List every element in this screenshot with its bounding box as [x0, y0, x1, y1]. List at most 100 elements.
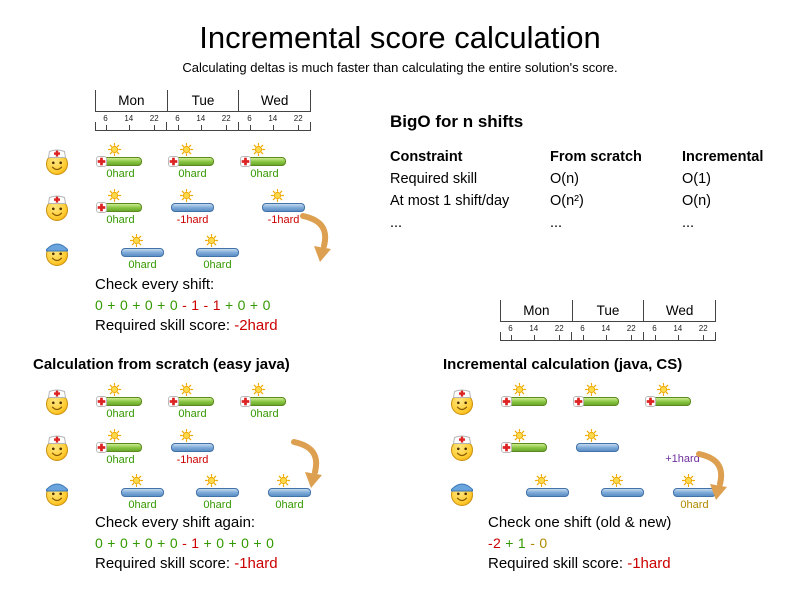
bigo-row0-incremental: O(1): [682, 171, 711, 187]
shift-bar: [262, 203, 305, 212]
timeline-hour-tick: 14: [601, 324, 610, 342]
bigo-table: Constraint From scratch Incremental Requ…: [390, 148, 782, 232]
sun-icon: [270, 188, 285, 203]
bigo-row1-from-scratch: O(n²): [550, 193, 584, 209]
shift-bar: [121, 488, 164, 497]
red-cross-icon: [96, 200, 107, 213]
score-label: Required skill score:: [95, 317, 235, 334]
bigo-heading: BigO for n shifts: [390, 112, 524, 131]
sun-icon: [609, 473, 624, 488]
sum-line: 0 + 0 + 0 + 0 - 1 + 0 + 0 + 0: [95, 535, 278, 551]
sun-icon: [204, 233, 219, 248]
sum-line: 0 + 0 + 0 + 0 - 1 - 1 + 0 + 0: [95, 297, 278, 313]
check-label: Check every shift:: [95, 276, 215, 293]
timeline-hour-tick: 14: [529, 324, 538, 342]
shift-score-label: -1hard: [176, 214, 209, 226]
shift: 0hard: [96, 428, 143, 470]
red-cross-icon: [645, 394, 656, 407]
shift-bar: [171, 443, 214, 452]
shift: [573, 382, 620, 424]
slide-subtitle: Calculating deltas is much faster than c…: [182, 60, 618, 75]
timeline-hour-tick: 14: [268, 114, 277, 132]
employee-avatar-nurse: [42, 146, 72, 176]
shift-bar: [268, 488, 311, 497]
timeline-hour-tick: 14: [673, 324, 682, 342]
bigo-row0-constraint: Required skill: [390, 171, 478, 187]
schedule-from-scratch: 0hard 0hard 0hard 0hard -1hard 0hard 0hard 0har…: [40, 382, 370, 530]
score-term: 0 + 0 + 0 + 0: [95, 535, 183, 551]
score-term: + 0 + 0: [224, 297, 271, 313]
shift-score-label: 0hard: [128, 259, 157, 271]
bigo-row2-incremental: ...: [682, 215, 695, 231]
shift: 0hard: [96, 382, 143, 424]
slide-title: Incremental score calculation: [199, 20, 601, 55]
shift-bar: [601, 488, 644, 497]
score-label: Required skill score:: [488, 555, 628, 572]
shift-score-label: 0hard: [178, 168, 207, 180]
timeline-hour-tick: 22: [294, 114, 303, 132]
timeline-day-tue: Tue: [571, 300, 644, 321]
timeline-hour-tick: 14: [124, 114, 133, 132]
employee-avatar-nurse: [447, 386, 477, 416]
score-label: Required skill score:: [95, 555, 235, 572]
from-scratch-score-block: Check every shift again: 0 + 0 + 0 + 0 -…: [95, 514, 278, 572]
sun-icon: [681, 473, 696, 488]
bigo-header-incremental: Incremental: [682, 149, 764, 165]
sun-icon: [251, 382, 266, 397]
shift-score-label: 0hard: [250, 168, 279, 180]
schedule-initial: 0hard 0hard 0hard 0hard -1hard -1hard 0hard 0ha…: [40, 142, 370, 290]
shift: 0hard: [121, 473, 165, 515]
sun-icon: [179, 188, 194, 203]
shift-score-label: 0hard: [178, 408, 207, 420]
timeline-day-wed: Wed: [643, 300, 717, 321]
shift-bar: [171, 203, 214, 212]
timeline-hour-tick: 22: [222, 114, 231, 132]
bigo-header-from-scratch: From scratch: [550, 149, 642, 165]
timeline-hour-tick: 6: [247, 114, 252, 132]
score-line: Required skill score: -1hard: [95, 555, 278, 572]
shift: 0hard: [240, 382, 287, 424]
employee-avatar-bluecap: [42, 237, 72, 267]
sun-icon: [204, 473, 219, 488]
sun-icon: [584, 382, 599, 397]
shift-bar: [196, 488, 239, 497]
incremental-score-block: Check one shift (old & new) -2 + 1 - 0 R…: [488, 514, 671, 572]
score-value: -1hard: [234, 555, 278, 572]
check-label: Check one shift (old & new): [488, 514, 672, 531]
shift-score-label: 0hard: [275, 499, 304, 511]
sun-icon: [276, 473, 291, 488]
shift: 0hard: [168, 382, 215, 424]
bigo-row1-incremental: O(n): [682, 193, 711, 209]
timeline-hour-tick: 6: [103, 114, 108, 132]
shift: 0hard: [240, 142, 287, 184]
shift: 0hard: [96, 142, 143, 184]
red-cross-icon: [501, 394, 512, 407]
score-line: Required skill score: -1hard: [488, 555, 671, 572]
schedule-incremental: 0hard +1hard: [445, 382, 775, 530]
shift: 0hard: [96, 188, 143, 230]
initial-score-block: Check every shift: 0 + 0 + 0 + 0 - 1 - 1…: [95, 276, 278, 334]
red-cross-icon: [168, 154, 179, 167]
sun-icon: [179, 382, 194, 397]
score-line: Required skill score: -2hard: [95, 317, 278, 334]
timeline-hour-tick: 6: [508, 324, 513, 342]
timeline-hour-tick: 22: [150, 114, 159, 132]
score-term: 0 + 0 + 0 + 0: [95, 297, 183, 313]
bigo-row2-constraint: ...: [390, 215, 403, 231]
shift-score-label: 0hard: [250, 408, 279, 420]
shift: [501, 382, 548, 424]
shift-bar: [576, 443, 619, 452]
red-cross-icon: [240, 154, 251, 167]
score-term: + 1: [505, 535, 531, 551]
red-cross-icon: [96, 440, 107, 453]
shift: 0hard: [196, 233, 240, 275]
employee-avatar-nurse: [42, 386, 72, 416]
shift-score-label: 0hard: [106, 214, 135, 226]
red-cross-icon: [96, 394, 107, 407]
move-arrow: [696, 451, 727, 500]
sun-icon: [129, 473, 144, 488]
employee-avatar-bluecap: [42, 477, 72, 507]
timeline-hour-tick: 6: [652, 324, 657, 342]
score-term: + 0 + 0 + 0: [203, 535, 275, 551]
sun-icon: [512, 382, 527, 397]
